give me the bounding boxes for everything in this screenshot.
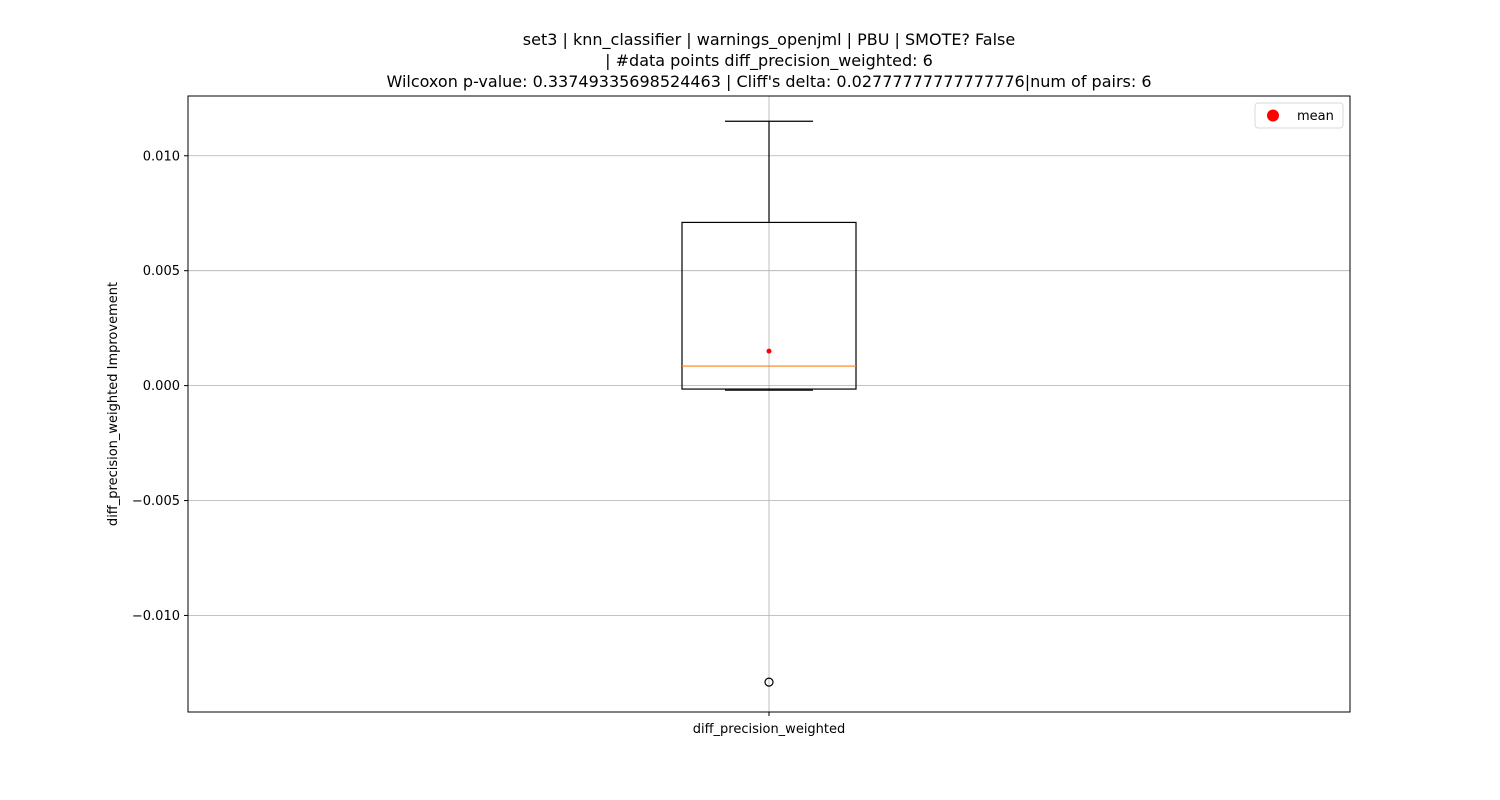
y-tick-label: −0.005	[132, 494, 180, 509]
legend-box	[1254, 102, 1344, 129]
x-tick-label: diff_precision_weighted	[693, 722, 846, 737]
y-tick-label: 0.000	[143, 379, 180, 394]
chart-title-line-3: Wilcoxon p-value: 0.33749335698524463 | …	[386, 72, 1152, 91]
plot-frame	[187, 95, 1351, 713]
y-tick-label: −0.010	[132, 609, 180, 624]
outlier-point	[764, 677, 774, 687]
legend: mean	[1254, 102, 1344, 129]
boxes	[681, 120, 857, 687]
chart-title-line-2: | #data points diff_precision_weighted: …	[605, 51, 933, 70]
y-axis-label: diff_precision_weighted Improvement	[106, 282, 121, 526]
mean-point	[766, 348, 772, 354]
x-ticks: diff_precision_weighted	[693, 712, 846, 737]
box-iqr	[681, 221, 857, 390]
legend-mean-label: mean	[1297, 109, 1334, 124]
legend-mean-marker	[1267, 109, 1279, 122]
y-tick-label: 0.005	[143, 264, 180, 279]
y-tick-label: 0.010	[143, 149, 180, 164]
chart-title-line-1: set3 | knn_classifier | warnings_openjml…	[522, 30, 1016, 49]
y-ticks: −0.010 −0.005 0.000 0.005 0.010	[132, 149, 188, 624]
